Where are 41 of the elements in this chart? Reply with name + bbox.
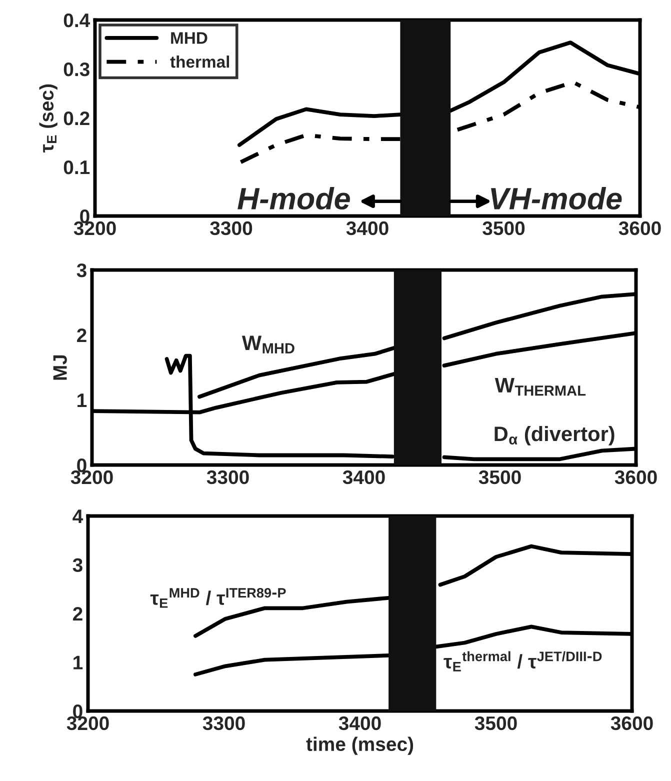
x-tick-label: 3400 [346, 221, 388, 236]
y-tick-label: 1 [74, 656, 83, 670]
y-tick-label: 0.2 [64, 111, 90, 126]
y-tick-label: 2 [77, 328, 86, 342]
y-tick-label: 0 [80, 209, 90, 224]
legend-label: MHD [171, 32, 208, 44]
x-tick-label: 3500 [478, 470, 521, 484]
annotation: τ$_{E}$$^{thermal}$ / τ$^{JET/DIII-D}$ [444, 651, 602, 672]
x-tick-label: 3300 [206, 470, 249, 484]
y-tick-label: 3 [76, 263, 86, 278]
x-axis-title: time (msec) [306, 736, 414, 755]
x-tick-label: 3300 [202, 716, 245, 730]
annotation: H-mode [238, 187, 350, 210]
annotation: W$_{MHD}$ [242, 336, 294, 354]
x-tick-label: 3600 [618, 221, 661, 236]
x-tick-label: 3400 [342, 470, 385, 484]
y-tick-label: 0.1 [64, 160, 90, 174]
x-tick-label: 3500 [482, 221, 525, 236]
x-tick-label: 3200 [74, 221, 116, 236]
y-tick-label: 2 [73, 606, 82, 621]
y-tick-label: 3 [72, 558, 82, 572]
y-tick-label: 0.4 [64, 13, 90, 28]
annotation: VH-mode [491, 187, 622, 210]
x-tick-label: 3200 [70, 470, 113, 484]
x-tick-label: 3600 [610, 716, 653, 730]
annotation: W$_{THERMAL}$ [494, 378, 586, 396]
annotation: D$_{α}$ (divertor) [494, 426, 614, 446]
legend-label: thermal [170, 56, 230, 68]
x-tick-label: 3600 [614, 470, 657, 484]
y-axis-title: τ$_{E}$ (sec) [39, 84, 58, 153]
x-tick-label: 3200 [66, 716, 109, 730]
x-tick-label: 3300 [210, 221, 252, 236]
y-tick-label: 0.3 [64, 62, 90, 76]
y-axis-title: MJ [53, 355, 67, 380]
y-tick-label: 0 [73, 704, 82, 718]
x-tick-label: 3400 [338, 716, 381, 730]
x-tick-label: 3500 [474, 716, 517, 730]
y-tick-label: 0 [77, 458, 86, 472]
annotation: τ$_{E}$$^{MHD}$ / τ$^{ITER89-P}$ [150, 588, 286, 608]
y-tick-label: 4 [72, 510, 84, 524]
y-tick-label: 1 [78, 394, 87, 408]
